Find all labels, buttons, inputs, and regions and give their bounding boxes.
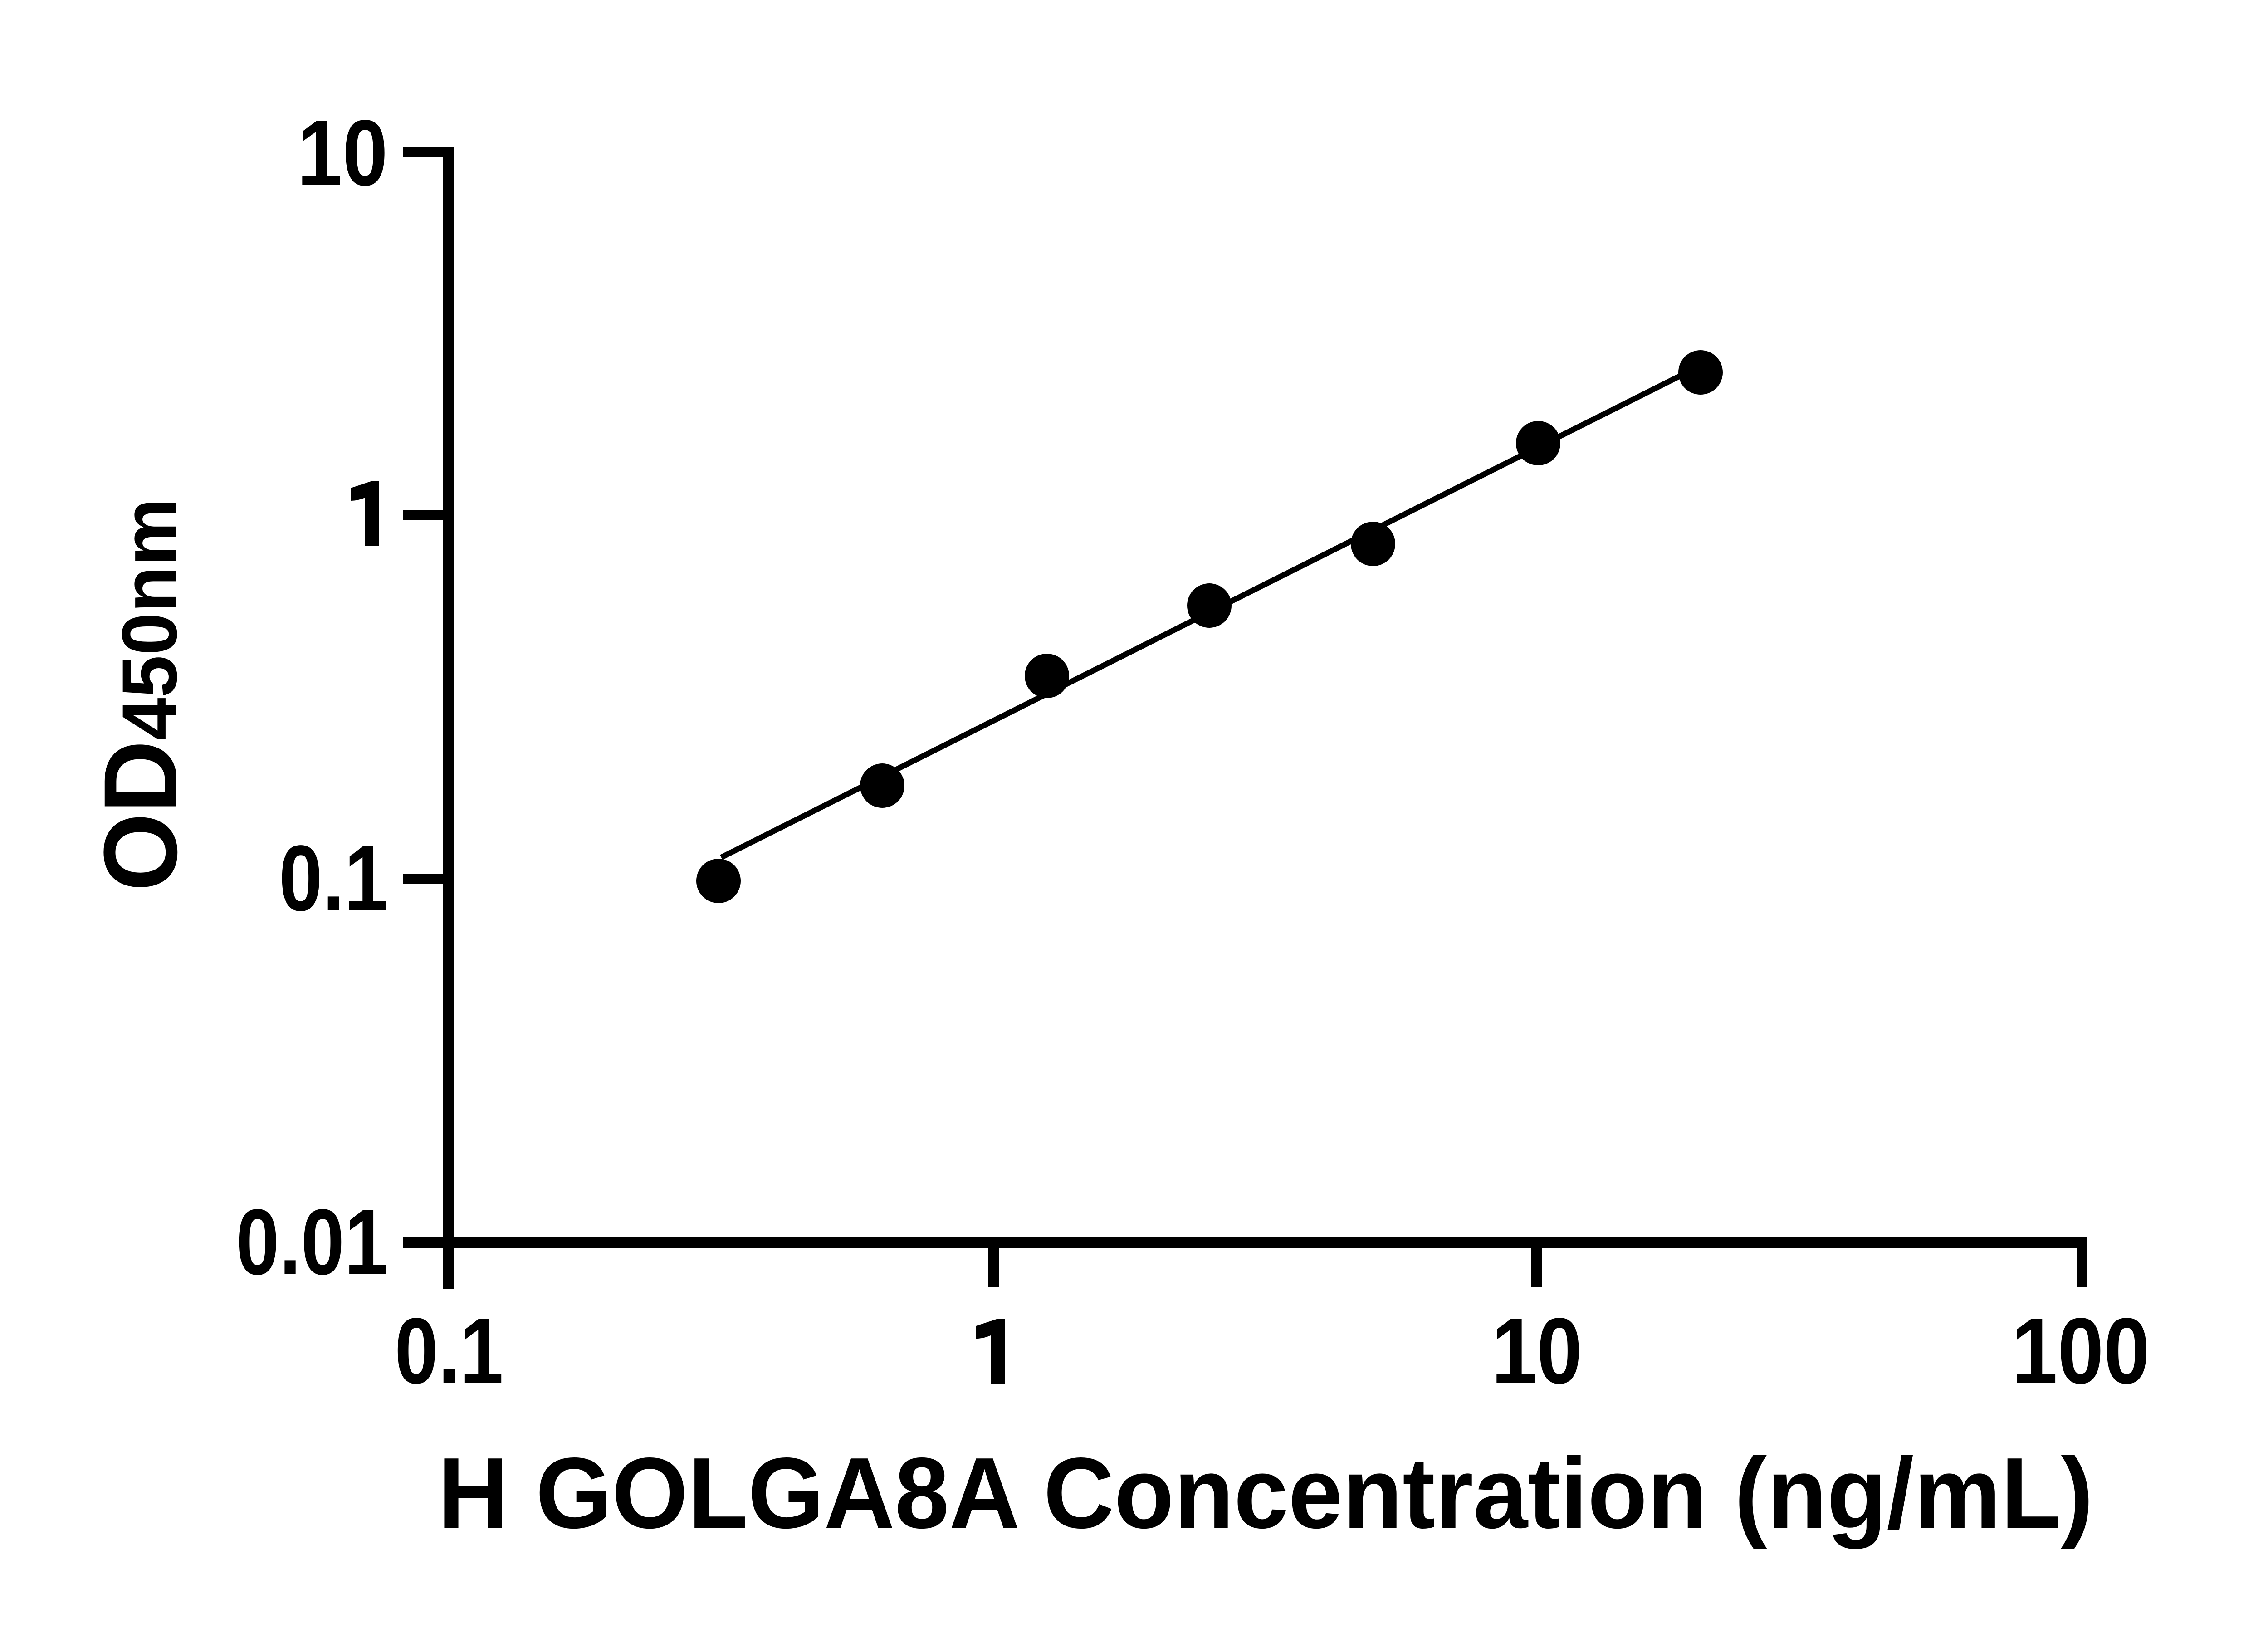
svg-text:H GOLGA8A Concentration (ng/mL: H GOLGA8A Concentration (ng/mL) [438,1437,2093,1550]
svg-text:100: 100 [2012,1299,2150,1403]
svg-text:0.1: 0.1 [279,826,388,930]
svg-text:450nm: 450nm [106,498,193,740]
svg-text:0.1: 0.1 [395,1299,503,1403]
svg-text:10: 10 [1491,1299,1582,1403]
svg-text:10: 10 [297,101,388,205]
svg-text:0.01: 0.01 [236,1190,388,1294]
svg-text:OD: OD [82,740,199,891]
